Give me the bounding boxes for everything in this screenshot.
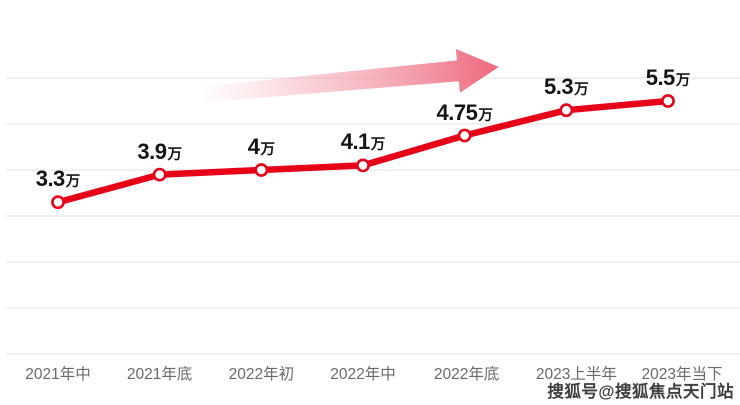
data-point-marker [51,195,65,210]
trend-arrow-icon [196,48,499,103]
data-point-unit: 万 [478,107,493,124]
gridlines [6,77,740,355]
data-point-label: 4.1万 [341,131,386,153]
data-point-marker [254,163,269,177]
data-point-unit: 万 [370,137,386,154]
x-axis-label: 2022年中 [330,366,396,383]
watermark: 搜狐号@搜狐焦点天门站 [547,383,734,401]
data-point-value: 4 [247,134,260,159]
data-point-value: 3.3 [35,166,66,192]
data-point-unit: 万 [167,146,182,163]
data-point-marker [559,103,574,118]
data-point-value: 4.75 [436,99,478,125]
data-point-marker [356,158,370,173]
data-point-marker [457,128,472,143]
data-point-value: 4.1 [340,129,371,155]
x-axis-label: 2022年初 [228,366,295,383]
data-point-label: 3.9万 [137,138,182,164]
data-point-value: 5.3 [544,74,574,100]
series-layer [51,94,675,210]
data-point-label: 4.75万 [436,99,493,125]
data-point-unit: 万 [65,174,81,191]
data-point-unit: 万 [574,82,589,99]
data-point-unit: 万 [675,73,691,89]
data-point-label: 4万 [248,136,275,158]
data-point-label: 5.3万 [544,76,589,98]
data-point-marker [152,167,167,182]
x-axis-label: 2023上半年 [535,366,617,383]
x-axis-label: 2022年底 [433,366,500,383]
data-point-label: 3.3万 [36,168,81,190]
data-point-unit: 万 [260,142,275,158]
data-point-marker [661,94,675,108]
x-axis-label: 2023年当下 [641,366,723,383]
x-axis-label: 2021年中 [25,366,91,383]
x-axis-label: 2021年底 [126,366,193,383]
data-point-label: 5.5万 [646,67,691,89]
data-point-value: 3.9 [137,138,167,164]
data-point-value: 5.5 [645,65,676,90]
